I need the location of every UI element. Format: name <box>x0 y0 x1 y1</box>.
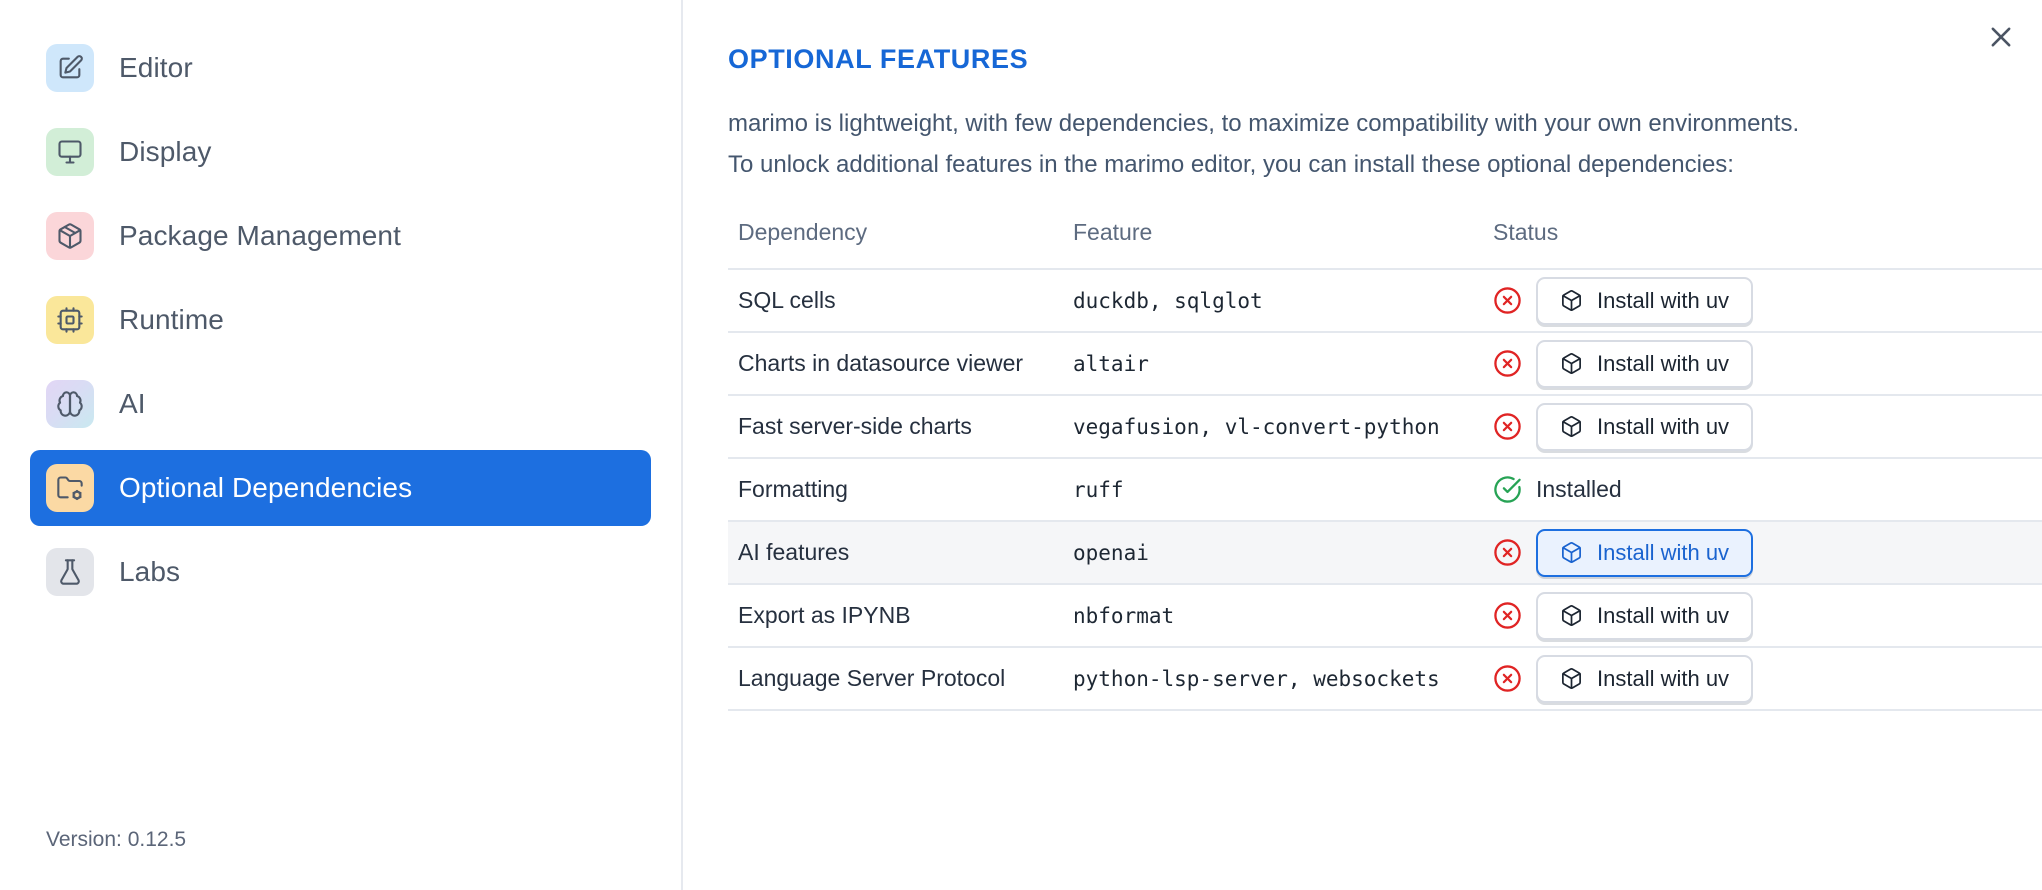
install-button-label: Install with uv <box>1597 665 1730 691</box>
pencil-square-icon <box>46 44 94 92</box>
monitor-icon <box>46 128 94 176</box>
folder-cog-icon <box>46 464 94 512</box>
dependency-cell: Charts in datasource viewer <box>728 332 1063 396</box>
sidebar-item-package-management[interactable]: Package Management <box>30 198 651 274</box>
status-cell: Install with uv <box>1483 395 2042 459</box>
status-cell: Install with uv <box>1483 647 2042 711</box>
install-with-uv-button[interactable]: Install with uv <box>1536 339 1754 388</box>
dependency-cell: Fast server-side charts <box>728 395 1063 459</box>
dependency-cell: Export as IPYNB <box>728 584 1063 648</box>
install-with-uv-button[interactable]: Install with uv <box>1536 402 1754 451</box>
sidebar-item-ai[interactable]: AI <box>30 366 651 442</box>
feature-cell: python-lsp-server, websockets <box>1063 647 1483 711</box>
sidebar-item-display[interactable]: Display <box>30 114 651 190</box>
sidebar-item-optional-dependencies[interactable]: Optional Dependencies <box>30 450 651 526</box>
package-icon <box>46 212 94 260</box>
sidebar-item-editor[interactable]: Editor <box>30 30 651 106</box>
dependency-cell: Language Server Protocol <box>728 647 1063 711</box>
table-row: Fast server-side charts vegafusion, vl-co… <box>728 395 2042 459</box>
sidebar-item-label: Package Management <box>119 220 401 251</box>
sidebar-nav: Editor Display Package Management Runtime AI… <box>0 30 681 610</box>
install-with-uv-button[interactable]: Install with uv <box>1536 654 1754 703</box>
install-button-label: Install with uv <box>1597 413 1730 439</box>
table-row: Export as IPYNB nbformat Install with uv <box>728 584 2042 648</box>
feature-cell: ruff <box>1063 458 1483 522</box>
table-row: Charts in datasource viewer altair Install… <box>728 332 2042 396</box>
dependency-cell: Formatting <box>728 458 1063 522</box>
dependency-cell: AI features <box>728 521 1063 585</box>
feature-cell: altair <box>1063 332 1483 396</box>
panel-description: marimo is lightweight, with few dependen… <box>728 103 2018 185</box>
description-line-2: To unlock additional features in the mar… <box>728 151 1734 178</box>
table-row: AI features openai Install with uv <box>728 521 2042 585</box>
sidebar-item-label: Labs <box>119 556 181 587</box>
sidebar-item-runtime[interactable]: Runtime <box>30 282 651 358</box>
status-cell: Installed <box>1483 458 2042 522</box>
dependency-cell: SQL cells <box>728 269 1063 333</box>
dependencies-table: Dependency Feature Status SQL cells duckd… <box>728 219 2042 711</box>
sidebar-item-label: AI <box>119 388 146 419</box>
sidebar-item-label: Optional Dependencies <box>119 472 413 503</box>
cpu-icon <box>46 296 94 344</box>
optional-features-panel: OPTIONAL FEATURES marimo is lightweight,… <box>683 0 2042 890</box>
package-icon <box>1560 415 1583 438</box>
package-icon <box>1560 604 1583 627</box>
sidebar-item-labs[interactable]: Labs <box>30 534 651 610</box>
sidebar-item-label: Runtime <box>119 304 224 335</box>
settings-sidebar: Editor Display Package Management Runtime AI… <box>0 0 683 890</box>
package-icon <box>1560 289 1583 312</box>
dependencies-table-wrap: Dependency Feature Status SQL cells duckd… <box>728 219 2042 711</box>
table-row: SQL cells duckdb, sqlglot Install with uv <box>728 269 2042 333</box>
column-header-feature: Feature <box>1063 219 1483 270</box>
page-title: OPTIONAL FEATURES <box>728 44 1029 74</box>
table-header-row: Dependency Feature Status <box>728 219 2042 270</box>
table-row: Formatting ruff Installed <box>728 458 2042 522</box>
installed-label: Installed <box>1536 476 1622 502</box>
status-cell: Install with uv <box>1483 269 2042 333</box>
version-label: Version: 0.12.5 <box>46 828 187 851</box>
sidebar-item-label: Display <box>119 136 212 167</box>
flask-icon <box>46 548 94 596</box>
install-button-label: Install with uv <box>1597 539 1730 565</box>
description-line-1: marimo is lightweight, with few dependen… <box>728 110 1800 137</box>
sidebar-item-label: Editor <box>119 52 193 83</box>
feature-cell: nbformat <box>1063 584 1483 648</box>
install-with-uv-button[interactable]: Install with uv <box>1536 591 1754 640</box>
status-cell: Install with uv <box>1483 584 2042 648</box>
status-cell: Install with uv <box>1483 521 2042 585</box>
brain-icon <box>46 380 94 428</box>
column-header-status: Status <box>1483 219 2042 270</box>
install-button-label: Install with uv <box>1597 287 1730 313</box>
install-with-uv-button[interactable]: Install with uv <box>1536 528 1754 577</box>
install-with-uv-button[interactable]: Install with uv <box>1536 276 1754 325</box>
table-row: Language Server Protocol python-lsp-serve… <box>728 647 2042 711</box>
package-icon <box>1560 352 1583 375</box>
feature-cell: vegafusion, vl-convert-python <box>1063 395 1483 459</box>
table-body: SQL cells duckdb, sqlglot Install with uv C… <box>728 269 2042 711</box>
column-header-dependency: Dependency <box>728 219 1063 270</box>
package-icon <box>1560 667 1583 690</box>
close-icon[interactable] <box>1980 16 2022 58</box>
status-cell: Install with uv <box>1483 332 2042 396</box>
feature-cell: duckdb, sqlglot <box>1063 269 1483 333</box>
install-button-label: Install with uv <box>1597 602 1730 628</box>
package-icon <box>1560 541 1583 564</box>
install-button-label: Install with uv <box>1597 350 1730 376</box>
feature-cell: openai <box>1063 521 1483 585</box>
